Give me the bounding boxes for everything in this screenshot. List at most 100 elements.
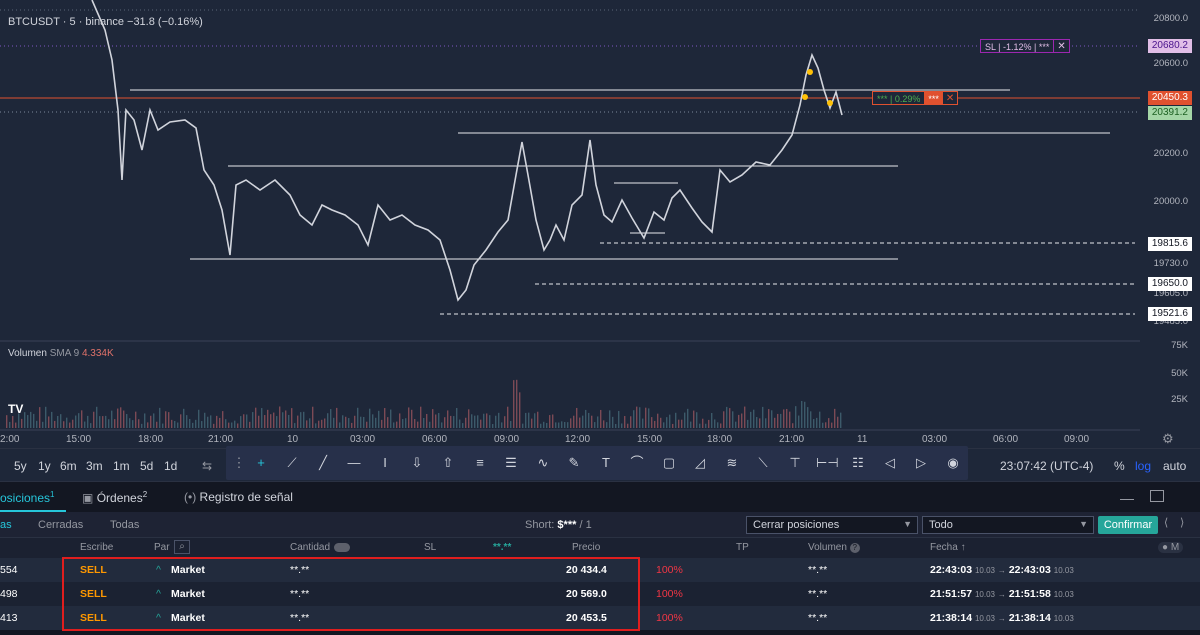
volume-bar xyxy=(768,409,770,428)
measure-icon[interactable]: ⟍ xyxy=(758,455,768,470)
filter-all[interactable]: Todas xyxy=(110,519,140,531)
timeframe-3m[interactable]: 3m xyxy=(86,459,103,473)
tab-positions[interactable]: osiciones1 xyxy=(0,490,54,505)
volume-bar xyxy=(51,411,53,428)
crosshair-icon[interactable]: + xyxy=(257,455,265,470)
col-tp[interactable]: TP xyxy=(736,542,749,553)
undo-icon[interactable]: ◁ xyxy=(885,455,895,470)
regression-channel-icon[interactable]: ☰ xyxy=(505,455,517,470)
fib-fan-icon[interactable]: ≋ xyxy=(726,455,738,470)
volume-bar xyxy=(333,417,335,428)
col-sl[interactable]: SL xyxy=(424,542,437,553)
scope-select[interactable]: Todo ▼ xyxy=(922,516,1094,534)
quantity-toggle[interactable] xyxy=(334,542,351,552)
col-writes[interactable]: Escribe xyxy=(80,542,114,553)
volume-bar xyxy=(279,406,281,428)
drag-handle-icon[interactable]: ⋮ xyxy=(232,455,246,470)
collapse-icon[interactable]: ⟨ xyxy=(1164,517,1169,529)
tab-signal-log[interactable]: (•) Registro de señal xyxy=(184,490,293,504)
table-row[interactable]: 413 SELL ^ Market **.** 20 453.5 100% **… xyxy=(0,606,1200,630)
col-price[interactable]: Precio xyxy=(572,542,601,553)
volume-bar xyxy=(579,417,581,428)
timeframe-5d[interactable]: 5d xyxy=(140,459,154,473)
filter-closed[interactable]: Cerradas xyxy=(38,519,84,531)
price-range-icon[interactable]: ⊤ xyxy=(789,455,801,470)
table-row[interactable]: 554 SELL ^ Market **.** 20 434.4 100% **… xyxy=(0,558,1200,582)
maximize-icon[interactable] xyxy=(1150,490,1164,502)
chart-canvas[interactable] xyxy=(0,0,1140,432)
replay-icon[interactable]: ◉ xyxy=(947,455,959,470)
percent-scale-toggle[interactable]: % xyxy=(1114,459,1125,473)
row-date: 21:38:14 10.03 → 21:38:14 10.03 xyxy=(930,612,1074,624)
fib-icon[interactable]: ◿ xyxy=(695,455,705,470)
volume-bar xyxy=(726,406,728,428)
horizontal-line-icon[interactable]: — xyxy=(347,455,361,470)
col-quantity[interactable]: Cantidad xyxy=(290,542,351,553)
arrow-down-icon[interactable]: ⇩ xyxy=(411,455,423,470)
volume-bar xyxy=(306,420,308,428)
curve-icon[interactable]: ⌒ xyxy=(630,455,644,470)
volume-bar xyxy=(273,412,275,428)
list-icon[interactable]: ☷ xyxy=(852,455,864,470)
short-count: / 1 xyxy=(579,519,592,531)
help-icon[interactable]: ? xyxy=(849,543,860,553)
rectangle-icon[interactable]: ▢ xyxy=(662,455,676,470)
date-from-time: 21:51:57 xyxy=(930,588,973,600)
volume-bar xyxy=(87,415,89,428)
volume-bar xyxy=(831,422,833,428)
log-scale-toggle[interactable]: log xyxy=(1135,459,1152,473)
position-line[interactable]: *** | 0.29% *** ✕ xyxy=(872,91,959,105)
text-icon[interactable]: T xyxy=(602,455,610,470)
confirm-button[interactable]: Confirmar xyxy=(1098,516,1158,534)
col-pair[interactable]: Par xyxy=(154,542,170,553)
table-row[interactable]: 498 SELL ^ Market **.** 20 569.0 100% **… xyxy=(0,582,1200,606)
volume-bar xyxy=(699,423,701,428)
timeframe-1y[interactable]: 1y xyxy=(38,459,51,473)
col-masked[interactable]: **.** xyxy=(493,542,512,553)
pattern-icon[interactable]: ∿ xyxy=(537,455,549,470)
expand-icon[interactable]: ⟩ xyxy=(1180,517,1185,529)
stop-loss-order-line[interactable]: SL | -1.12% | *** ✕ xyxy=(980,39,1070,53)
timeframe-6m[interactable]: 6m xyxy=(60,459,77,473)
volume-bar xyxy=(723,411,725,428)
volume-bar xyxy=(261,408,263,428)
ray-icon[interactable]: ╱ xyxy=(319,455,327,470)
timeframe-1d[interactable]: 1d xyxy=(164,459,178,473)
volume-bar xyxy=(660,417,662,428)
tab-signal-label: Registro de señal xyxy=(199,490,293,504)
tab-orders[interactable]: ▣ Órdenes2 xyxy=(82,490,147,505)
search-icon[interactable]: ⌕ xyxy=(174,540,190,554)
filter-open[interactable]: as xyxy=(0,519,12,531)
close-icon[interactable]: ✕ xyxy=(1053,40,1068,52)
timeframe-1m[interactable]: 1m xyxy=(113,459,130,473)
price-chart[interactable]: BTCUSDT · 5 · binance −31.8 (−0.16%) Vol… xyxy=(0,0,1200,448)
volume-bar xyxy=(390,409,392,428)
volume-bar xyxy=(147,422,149,428)
volume-axis-label: 75K xyxy=(1171,340,1188,351)
row-side: SELL xyxy=(80,588,107,600)
volume-bar xyxy=(804,401,806,428)
volume-bar xyxy=(465,417,467,428)
redo-icon[interactable]: ▷ xyxy=(916,455,926,470)
column-menu-icon[interactable]: ● M xyxy=(1158,542,1184,553)
close-icon[interactable]: ✕ xyxy=(945,93,955,104)
date-range-icon[interactable]: ⇆ xyxy=(202,459,213,473)
auto-scale-toggle[interactable]: auto xyxy=(1163,459,1187,473)
timeframe-5y[interactable]: 5y xyxy=(14,459,27,473)
col-date[interactable]: Fecha ↑ xyxy=(930,542,966,553)
volume-bar xyxy=(294,423,296,428)
close-positions-select[interactable]: Cerrar posiciones ▼ xyxy=(746,516,918,534)
time-axis-label: 15:00 xyxy=(637,434,663,445)
arrow-up-icon[interactable]: ⇧ xyxy=(442,455,454,470)
minimize-icon[interactable] xyxy=(1120,490,1134,500)
volume-bar xyxy=(630,416,632,428)
col-volume[interactable]: Volumen ? xyxy=(808,542,860,553)
settings-gear-icon[interactable]: ⚙ xyxy=(1162,431,1174,446)
brush-icon[interactable]: ✎ xyxy=(568,455,580,470)
volume-bar xyxy=(501,422,503,428)
parallel-channel-icon[interactable]: ≡ xyxy=(476,455,484,470)
vertical-line-icon[interactable]: I xyxy=(383,455,387,470)
trend-line-icon[interactable]: ⟋ xyxy=(287,455,297,470)
date-range-tool-icon[interactable]: ⊢⊣ xyxy=(816,455,839,470)
clock-timezone[interactable]: 23:07:42 (UTC-4) xyxy=(1000,459,1094,473)
